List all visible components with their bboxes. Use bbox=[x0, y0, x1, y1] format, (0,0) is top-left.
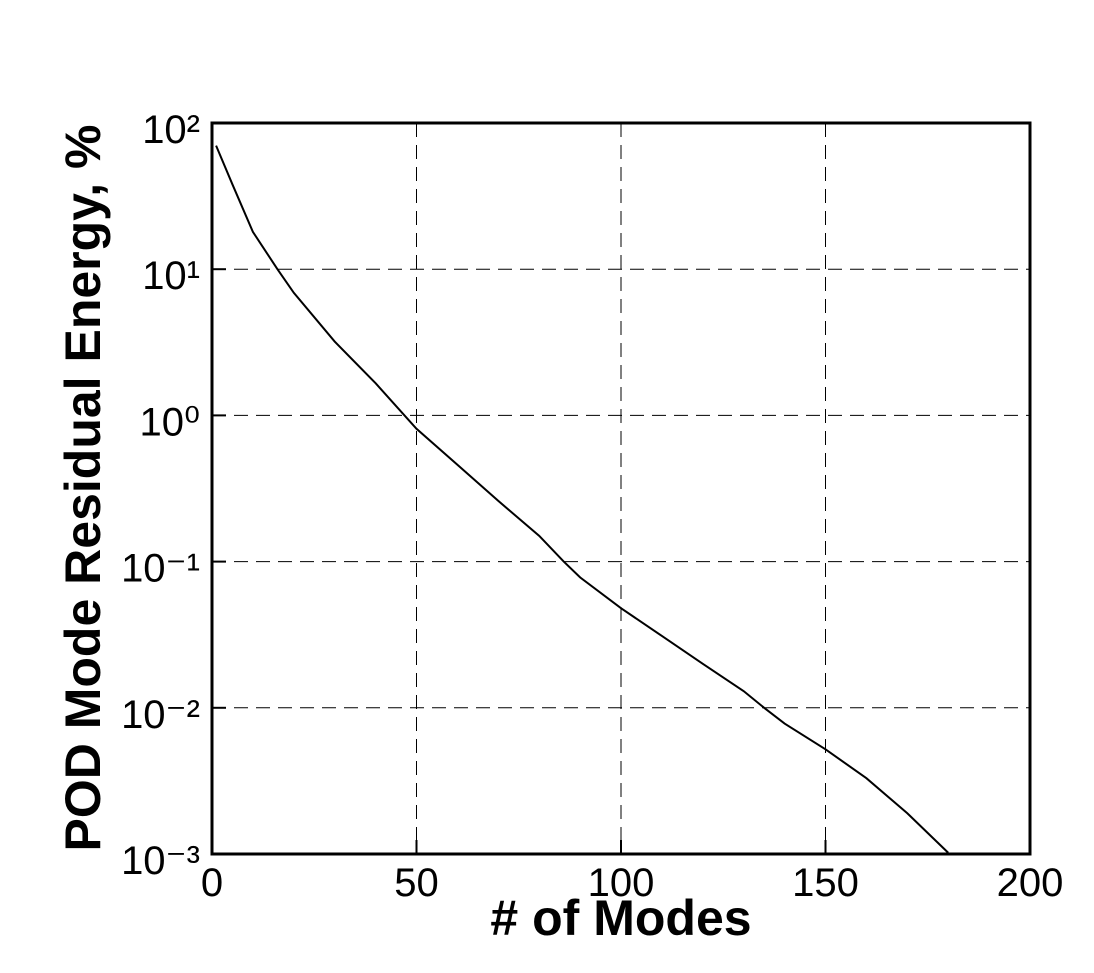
x-tick-label: 50 bbox=[394, 861, 439, 905]
y-tick-label: 10⁰ bbox=[139, 400, 200, 444]
x-tick-label: 200 bbox=[997, 861, 1064, 905]
x-tick-label: 150 bbox=[792, 861, 859, 905]
y-tick-label: 10² bbox=[142, 108, 200, 152]
y-axis-title: POD Mode Residual Energy, % bbox=[55, 124, 111, 851]
x-tick-label: 0 bbox=[201, 861, 223, 905]
data-line bbox=[215, 145, 949, 854]
y-tick-label: 10⁻³ bbox=[121, 839, 200, 883]
y-tick-label: 10¹ bbox=[142, 254, 200, 298]
plot-frame bbox=[210, 121, 1032, 856]
y-tick-label: 10⁻² bbox=[121, 693, 200, 737]
x-axis-title: # of Modes bbox=[490, 890, 751, 946]
x-tick-label: 100 bbox=[588, 861, 655, 905]
y-tick-label: 10⁻¹ bbox=[121, 547, 200, 591]
